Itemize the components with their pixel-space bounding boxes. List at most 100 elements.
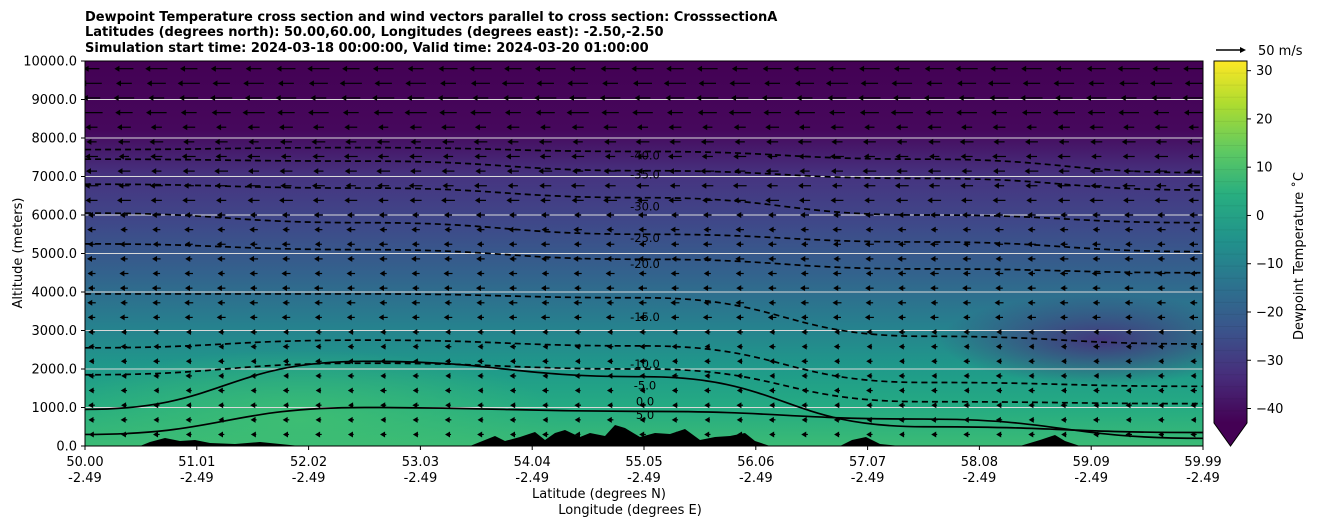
- wind-vector-head: [247, 197, 253, 204]
- wind-vector-head: [281, 212, 287, 218]
- wind-vector-head: [733, 153, 739, 160]
- wind-vector-head: [737, 358, 743, 365]
- wind-vector-head: [1093, 431, 1099, 438]
- wind-vector-head: [344, 124, 350, 131]
- y-tick-label: 2000.0: [32, 363, 78, 378]
- wind-vector-head: [996, 387, 1002, 394]
- wind-vector-head: [1183, 65, 1189, 72]
- wind-vector-head: [800, 226, 806, 233]
- wind-vector-head: [769, 431, 775, 438]
- wind-vector-head: [1121, 138, 1127, 145]
- wind-vector-head: [445, 402, 451, 409]
- colorbar-tick-label: 0: [1256, 209, 1264, 224]
- wind-vector-head: [378, 197, 384, 204]
- colorbar-tick-label: −10: [1256, 257, 1283, 272]
- wind-vector-head: [245, 65, 251, 72]
- wind-vector-head: [995, 372, 1001, 379]
- wind-vector-head: [930, 299, 936, 306]
- wind-vector-head: [470, 109, 476, 116]
- contour-label: -20.0: [630, 257, 660, 271]
- wind-vector-head: [996, 329, 1002, 336]
- wind-vector-head: [281, 314, 287, 321]
- y-tick-label: 9000.0: [32, 93, 78, 108]
- wind-vector-head: [893, 94, 899, 101]
- wind-vector-head: [1190, 329, 1196, 336]
- colorbar-tick-label: 20: [1256, 112, 1273, 127]
- wind-vector-head: [1027, 255, 1033, 262]
- wind-vector-head: [898, 285, 904, 292]
- wind-vector-head: [992, 197, 998, 204]
- wind-vector-head: [185, 343, 191, 350]
- wind-vector-head: [153, 358, 159, 365]
- wind-vector-head: [1057, 124, 1063, 131]
- contour-line: [85, 406, 1203, 440]
- wind-vector-head: [348, 402, 354, 409]
- wind-vector-head: [963, 358, 969, 365]
- wind-vector-head: [313, 212, 319, 218]
- wind-vector-head: [897, 226, 903, 233]
- wind-vector-head: [1027, 212, 1033, 218]
- x-tick-label-lat: 59.09: [1073, 455, 1110, 470]
- wind-vector-head: [898, 343, 904, 350]
- wind-vector-head: [1093, 372, 1099, 379]
- wind-vector-head: [571, 124, 577, 131]
- wind-vector-head: [996, 402, 1002, 409]
- wind-vector-head: [1189, 241, 1194, 248]
- wind-vector-head: [541, 285, 547, 292]
- wind-vector-head: [1157, 212, 1163, 218]
- wind-vector-head: [380, 431, 386, 438]
- wind-vector-head: [118, 153, 124, 160]
- wind-vector-head: [866, 358, 872, 365]
- wind-vector-head: [995, 241, 1001, 248]
- wind-vector-head: [214, 168, 220, 175]
- wind-vector-head: [342, 109, 348, 116]
- wind-vector-head: [639, 329, 645, 336]
- wind-vector-head: [380, 402, 386, 409]
- wind-vector-head: [962, 299, 968, 306]
- wind-vector-head: [670, 314, 676, 321]
- wind-vector-head: [1125, 387, 1131, 394]
- wind-vector-head: [347, 285, 353, 292]
- wind-vector-head: [636, 153, 642, 160]
- wind-vector-head: [539, 182, 545, 189]
- wind-vector-head: [443, 270, 449, 277]
- wind-vector-head: [866, 416, 872, 423]
- wind-vector-head: [146, 80, 152, 87]
- wind-vector-head: [504, 109, 510, 116]
- contour-label: -35.0: [630, 168, 660, 182]
- wind-vector-head: [1057, 197, 1063, 204]
- wind-vector-head: [704, 431, 710, 438]
- wind-vector-head: [929, 241, 935, 248]
- terrain: [85, 425, 1203, 446]
- wind-vector-head: [638, 270, 644, 277]
- wind-vector-head: [963, 314, 969, 321]
- wind-vector-head: [604, 138, 610, 145]
- wind-vector-head: [503, 94, 509, 101]
- wind-vector-head: [374, 80, 380, 87]
- wind-vector-head: [380, 372, 386, 379]
- wind-vector-head: [898, 314, 904, 321]
- wind-vector-head: [217, 226, 223, 233]
- wind-vector-head: [88, 343, 94, 350]
- wind-vector-head: [801, 402, 807, 409]
- wind-vector-head: [444, 255, 450, 262]
- wind-vector-head: [574, 431, 580, 438]
- wind-vector-head: [541, 299, 547, 306]
- wind-vector-head: [153, 372, 159, 379]
- wind-vector-head: [961, 124, 967, 131]
- wind-vector-head: [605, 314, 611, 321]
- wind-vector-head: [736, 212, 742, 218]
- moist-region: [85, 350, 560, 446]
- wind-vector-head: [800, 212, 806, 218]
- wind-vector-head: [409, 153, 415, 160]
- wind-vector-head: [1188, 124, 1194, 131]
- wind-vector-head: [542, 416, 548, 423]
- wind-vector-head: [961, 168, 967, 175]
- colorbar-tick-label: −30: [1256, 354, 1283, 369]
- wind-vector-head: [85, 168, 91, 175]
- wind-vector-head: [445, 358, 451, 365]
- wind-vector-head: [152, 226, 158, 233]
- wind-vector-head: [1021, 109, 1027, 116]
- wind-vector-head: [963, 387, 969, 394]
- wind-vector-head: [469, 65, 475, 72]
